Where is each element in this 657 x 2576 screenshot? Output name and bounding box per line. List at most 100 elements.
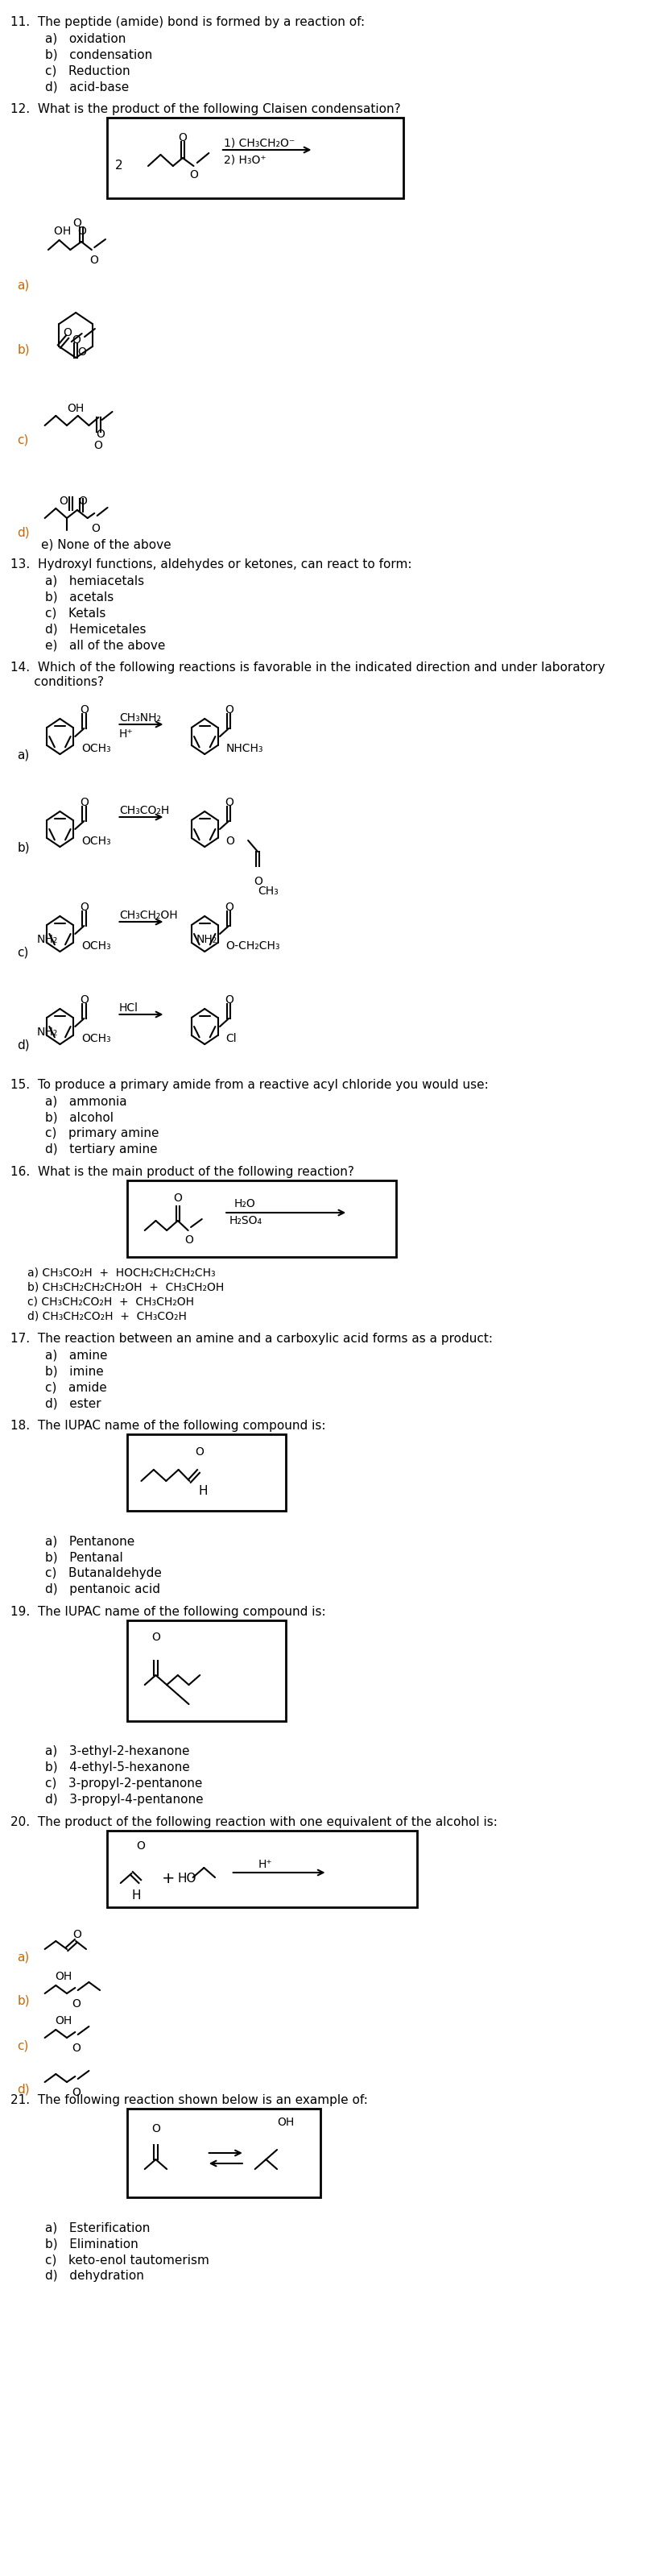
Text: a)   Pentanone: a) Pentanone: [45, 1535, 135, 1548]
Text: O: O: [80, 796, 89, 809]
Text: b) CH₃CH₂CH₂CH₂OH  +  CH₃CH₂OH: b) CH₃CH₂CH₂CH₂OH + CH₃CH₂OH: [28, 1280, 224, 1293]
Text: a): a): [17, 1950, 30, 1963]
Text: O: O: [225, 902, 233, 912]
Text: O: O: [72, 1929, 81, 1940]
Text: OCH₃: OCH₃: [81, 940, 111, 951]
Text: O: O: [152, 1631, 160, 1643]
Text: +: +: [162, 1870, 175, 1886]
Text: CH₃CH₂OH: CH₃CH₂OH: [119, 909, 177, 922]
Text: c): c): [17, 433, 29, 446]
Bar: [107, 1832, 417, 1906]
Text: d): d): [17, 1038, 30, 1051]
Bar: [127, 1180, 396, 1257]
Text: NHCH₃: NHCH₃: [226, 742, 263, 755]
Text: c)   primary amine: c) primary amine: [45, 1128, 159, 1139]
Text: CH₃CO₂H: CH₃CO₂H: [119, 804, 170, 817]
Text: d): d): [17, 526, 30, 538]
Text: O: O: [73, 216, 81, 229]
Text: b)   alcohol: b) alcohol: [45, 1110, 113, 1123]
Text: O: O: [173, 1193, 183, 1203]
Text: O: O: [254, 876, 262, 886]
Text: OCH₃: OCH₃: [81, 1033, 111, 1043]
Text: 14.  Which of the following reactions is favorable in the indicated direction an: 14. Which of the following reactions is …: [11, 662, 605, 672]
Text: b)   acetals: b) acetals: [45, 590, 114, 603]
Text: d)   Hemicetales: d) Hemicetales: [45, 623, 146, 634]
Text: O: O: [72, 2043, 80, 2053]
Text: 13.  Hydroxyl functions, aldehydes or ketones, can react to form:: 13. Hydroxyl functions, aldehydes or ket…: [11, 559, 412, 569]
Text: HO: HO: [178, 1873, 196, 1886]
Text: O   O: O O: [60, 495, 88, 507]
Text: e)   all of the above: e) all of the above: [45, 639, 165, 652]
Text: 18.  The IUPAC name of the following compound is:: 18. The IUPAC name of the following comp…: [11, 1419, 326, 1432]
Text: O: O: [225, 994, 233, 1005]
Text: 19.  The IUPAC name of the following compound is:: 19. The IUPAC name of the following comp…: [11, 1605, 326, 1618]
Text: NH₂: NH₂: [37, 1025, 58, 1038]
Text: 2: 2: [115, 160, 123, 173]
Text: a) CH₃CO₂H  +  HOCH₂CH₂CH₂CH₃: a) CH₃CO₂H + HOCH₂CH₂CH₂CH₃: [28, 1267, 215, 1278]
Text: d)   dehydration: d) dehydration: [45, 2269, 144, 2282]
Text: HCl: HCl: [119, 1002, 139, 1012]
Text: NH₂: NH₂: [196, 935, 217, 945]
Text: c)   Reduction: c) Reduction: [45, 64, 130, 77]
Text: O: O: [72, 1999, 80, 2009]
Text: O: O: [179, 131, 187, 144]
Text: O: O: [63, 327, 72, 337]
Text: OH: OH: [67, 402, 84, 415]
Text: b)   imine: b) imine: [45, 1365, 103, 1378]
Text: H₂O: H₂O: [235, 1198, 256, 1211]
Text: O: O: [189, 170, 198, 180]
Text: a)   hemiacetals: a) hemiacetals: [45, 574, 144, 587]
Text: H: H: [198, 1484, 208, 1497]
Bar: [127, 1620, 286, 1721]
Text: 21.  The following reaction shown below is an example of:: 21. The following reaction shown below i…: [11, 2094, 368, 2107]
Text: CH₃NH₂: CH₃NH₂: [119, 714, 161, 724]
Text: O: O: [78, 348, 87, 358]
Text: O: O: [226, 835, 235, 848]
Text: b): b): [17, 1994, 30, 2007]
Text: OCH₃: OCH₃: [81, 742, 111, 755]
Text: O: O: [80, 902, 89, 912]
Text: c)   keto-enol tautomerism: c) keto-enol tautomerism: [45, 2254, 209, 2267]
Text: OH: OH: [277, 2117, 294, 2128]
Text: d) CH₃CH₂CO₂H  +  CH₃CO₂H: d) CH₃CH₂CO₂H + CH₃CO₂H: [28, 1311, 187, 1321]
Text: O: O: [225, 703, 233, 716]
Text: O: O: [96, 428, 104, 440]
Text: 20.  The product of the following reaction with one equivalent of the alcohol is: 20. The product of the following reactio…: [11, 1816, 497, 1829]
Bar: [127, 1435, 286, 1510]
Text: d)   pentanoic acid: d) pentanoic acid: [45, 1584, 160, 1595]
Text: O: O: [72, 335, 80, 345]
Text: d)   ester: d) ester: [45, 1396, 101, 1409]
Text: conditions?: conditions?: [11, 675, 104, 688]
Text: a)   amine: a) amine: [45, 1350, 107, 1360]
Text: a)   3-ethyl-2-hexanone: a) 3-ethyl-2-hexanone: [45, 1747, 189, 1757]
Text: d): d): [17, 2084, 30, 2097]
Text: 16.  What is the main product of the following reaction?: 16. What is the main product of the foll…: [11, 1167, 354, 1177]
Text: c)   amide: c) amide: [45, 1381, 106, 1394]
Text: NH₂: NH₂: [37, 935, 58, 945]
Text: c)   Ketals: c) Ketals: [45, 608, 106, 618]
Text: e) None of the above: e) None of the above: [41, 538, 171, 551]
Text: c)   Butanaldehyde: c) Butanaldehyde: [45, 1566, 162, 1579]
Text: c): c): [17, 945, 29, 958]
Text: H⁺: H⁺: [119, 729, 133, 739]
Text: OH: OH: [55, 2014, 72, 2027]
Text: 12.  What is the product of the following Claisen condensation?: 12. What is the product of the following…: [11, 103, 401, 116]
Text: d)   tertiary amine: d) tertiary amine: [45, 1144, 157, 1157]
Text: 17.  The reaction between an amine and a carboxylic acid forms as a product:: 17. The reaction between an amine and a …: [11, 1332, 493, 1345]
Text: O: O: [185, 1234, 193, 1247]
Text: d)   acid-base: d) acid-base: [45, 80, 129, 93]
Text: a)   ammonia: a) ammonia: [45, 1095, 127, 1108]
Text: O: O: [94, 440, 102, 451]
Bar: [107, 118, 403, 198]
Text: b): b): [17, 842, 30, 853]
Text: O: O: [195, 1445, 204, 1458]
Text: Cl: Cl: [226, 1033, 237, 1043]
Text: c)   3-propyl-2-pentanone: c) 3-propyl-2-pentanone: [45, 1777, 202, 1790]
Text: O: O: [80, 994, 89, 1005]
Text: O: O: [72, 2087, 80, 2099]
Text: b)   Pentanal: b) Pentanal: [45, 1551, 123, 1564]
Text: 2) H₃O⁺: 2) H₃O⁺: [224, 155, 266, 165]
Text: b)   Elimination: b) Elimination: [45, 2239, 138, 2249]
Text: a)   Esterification: a) Esterification: [45, 2221, 150, 2233]
Text: c): c): [17, 2040, 29, 2050]
